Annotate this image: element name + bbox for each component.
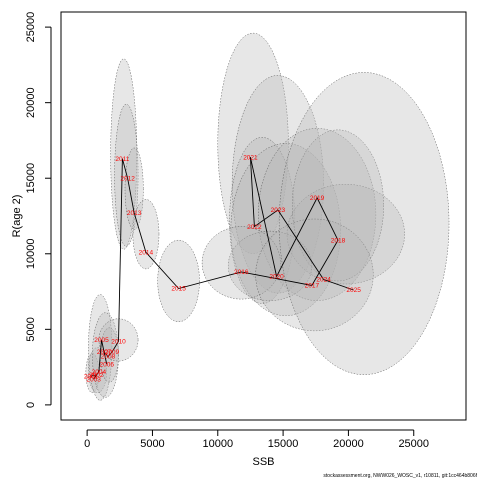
year-point-label: 2017 bbox=[305, 283, 320, 290]
x-tick-label: 15000 bbox=[268, 438, 299, 450]
uncertainty-ellipse bbox=[110, 58, 138, 250]
year-point-label: 2001 bbox=[84, 373, 99, 380]
year-point-label: 2014 bbox=[139, 249, 154, 256]
year-point-label: 2021 bbox=[243, 154, 258, 161]
year-point-label: 2012 bbox=[120, 175, 135, 182]
uncertainty-ellipse bbox=[217, 32, 289, 255]
footer-credit: stockassessment.org, NWW026_WOSC_v1, r10… bbox=[323, 473, 477, 479]
year-point-label: 2002 bbox=[89, 372, 104, 379]
year-point-label: 2007 bbox=[97, 349, 112, 356]
year-point-label: 2025 bbox=[346, 287, 361, 294]
year-point-label: 2011 bbox=[115, 156, 129, 163]
year-point-label: 2009 bbox=[105, 349, 120, 356]
year-point-label: 2019 bbox=[310, 195, 325, 202]
uncertainty-ellipse bbox=[124, 147, 144, 230]
year-point-label: 2016 bbox=[234, 269, 249, 276]
uncertainty-ellipse bbox=[114, 103, 139, 247]
x-tick-label: 20000 bbox=[333, 438, 364, 450]
year-point-label: 2023 bbox=[271, 207, 286, 214]
y-tick-label: 20000 bbox=[25, 87, 37, 118]
uncertainty-ellipse bbox=[132, 199, 160, 270]
y-axis-title: R(age 2) bbox=[11, 195, 23, 238]
year-point-label: 2008 bbox=[101, 354, 116, 361]
year-point-label: 2003 bbox=[86, 376, 101, 383]
uncertainty-ellipse bbox=[258, 128, 377, 301]
year-point-label: 2013 bbox=[127, 210, 142, 217]
y-tick-label: 5000 bbox=[25, 317, 37, 341]
y-tick-label: 0 bbox=[25, 402, 37, 408]
uncertainty-ellipse bbox=[201, 226, 281, 300]
y-tick-label: 10000 bbox=[25, 238, 37, 269]
plot-frame bbox=[60, 11, 467, 421]
year-point-label: 2015 bbox=[171, 286, 186, 293]
trajectory-line bbox=[90, 157, 354, 380]
uncertainty-ellipse bbox=[286, 184, 405, 285]
year-point-label: 2010 bbox=[111, 339, 126, 346]
uncertainty-ellipse bbox=[88, 347, 107, 394]
uncertainty-ellipse bbox=[157, 239, 200, 323]
x-axis-title: SSB bbox=[252, 456, 274, 468]
uncertainty-ellipse bbox=[255, 218, 374, 332]
x-tick-label: 5000 bbox=[140, 438, 164, 450]
year-point-label: 2020 bbox=[269, 274, 284, 281]
uncertainty-ellipse bbox=[88, 294, 113, 401]
x-tick-label: 10000 bbox=[202, 438, 233, 450]
year-point-label: 2022 bbox=[247, 224, 262, 231]
uncertainty-ellipse bbox=[291, 129, 384, 282]
uncertainty-ellipse bbox=[229, 137, 296, 304]
x-tick-label: 0 bbox=[84, 438, 90, 450]
year-point-label: 2018 bbox=[331, 237, 346, 244]
y-tick-label: 25000 bbox=[25, 12, 37, 43]
x-tick-label: 25000 bbox=[398, 438, 429, 450]
x-axis: 0 5000 10000 15000 20000 25000 bbox=[84, 429, 429, 450]
uncertainty-ellipse bbox=[278, 72, 450, 375]
uncertainty-ellipse bbox=[230, 143, 341, 316]
year-point-label: 2004 bbox=[92, 369, 107, 376]
y-axis: 0 5000 10000 15000 20000 25000 bbox=[25, 12, 52, 408]
y-tick-label: 15000 bbox=[25, 163, 37, 194]
year-point-label: 2024 bbox=[316, 277, 331, 284]
year-point-label: 2006 bbox=[99, 361, 114, 368]
year-point-label: 2005 bbox=[94, 337, 109, 344]
